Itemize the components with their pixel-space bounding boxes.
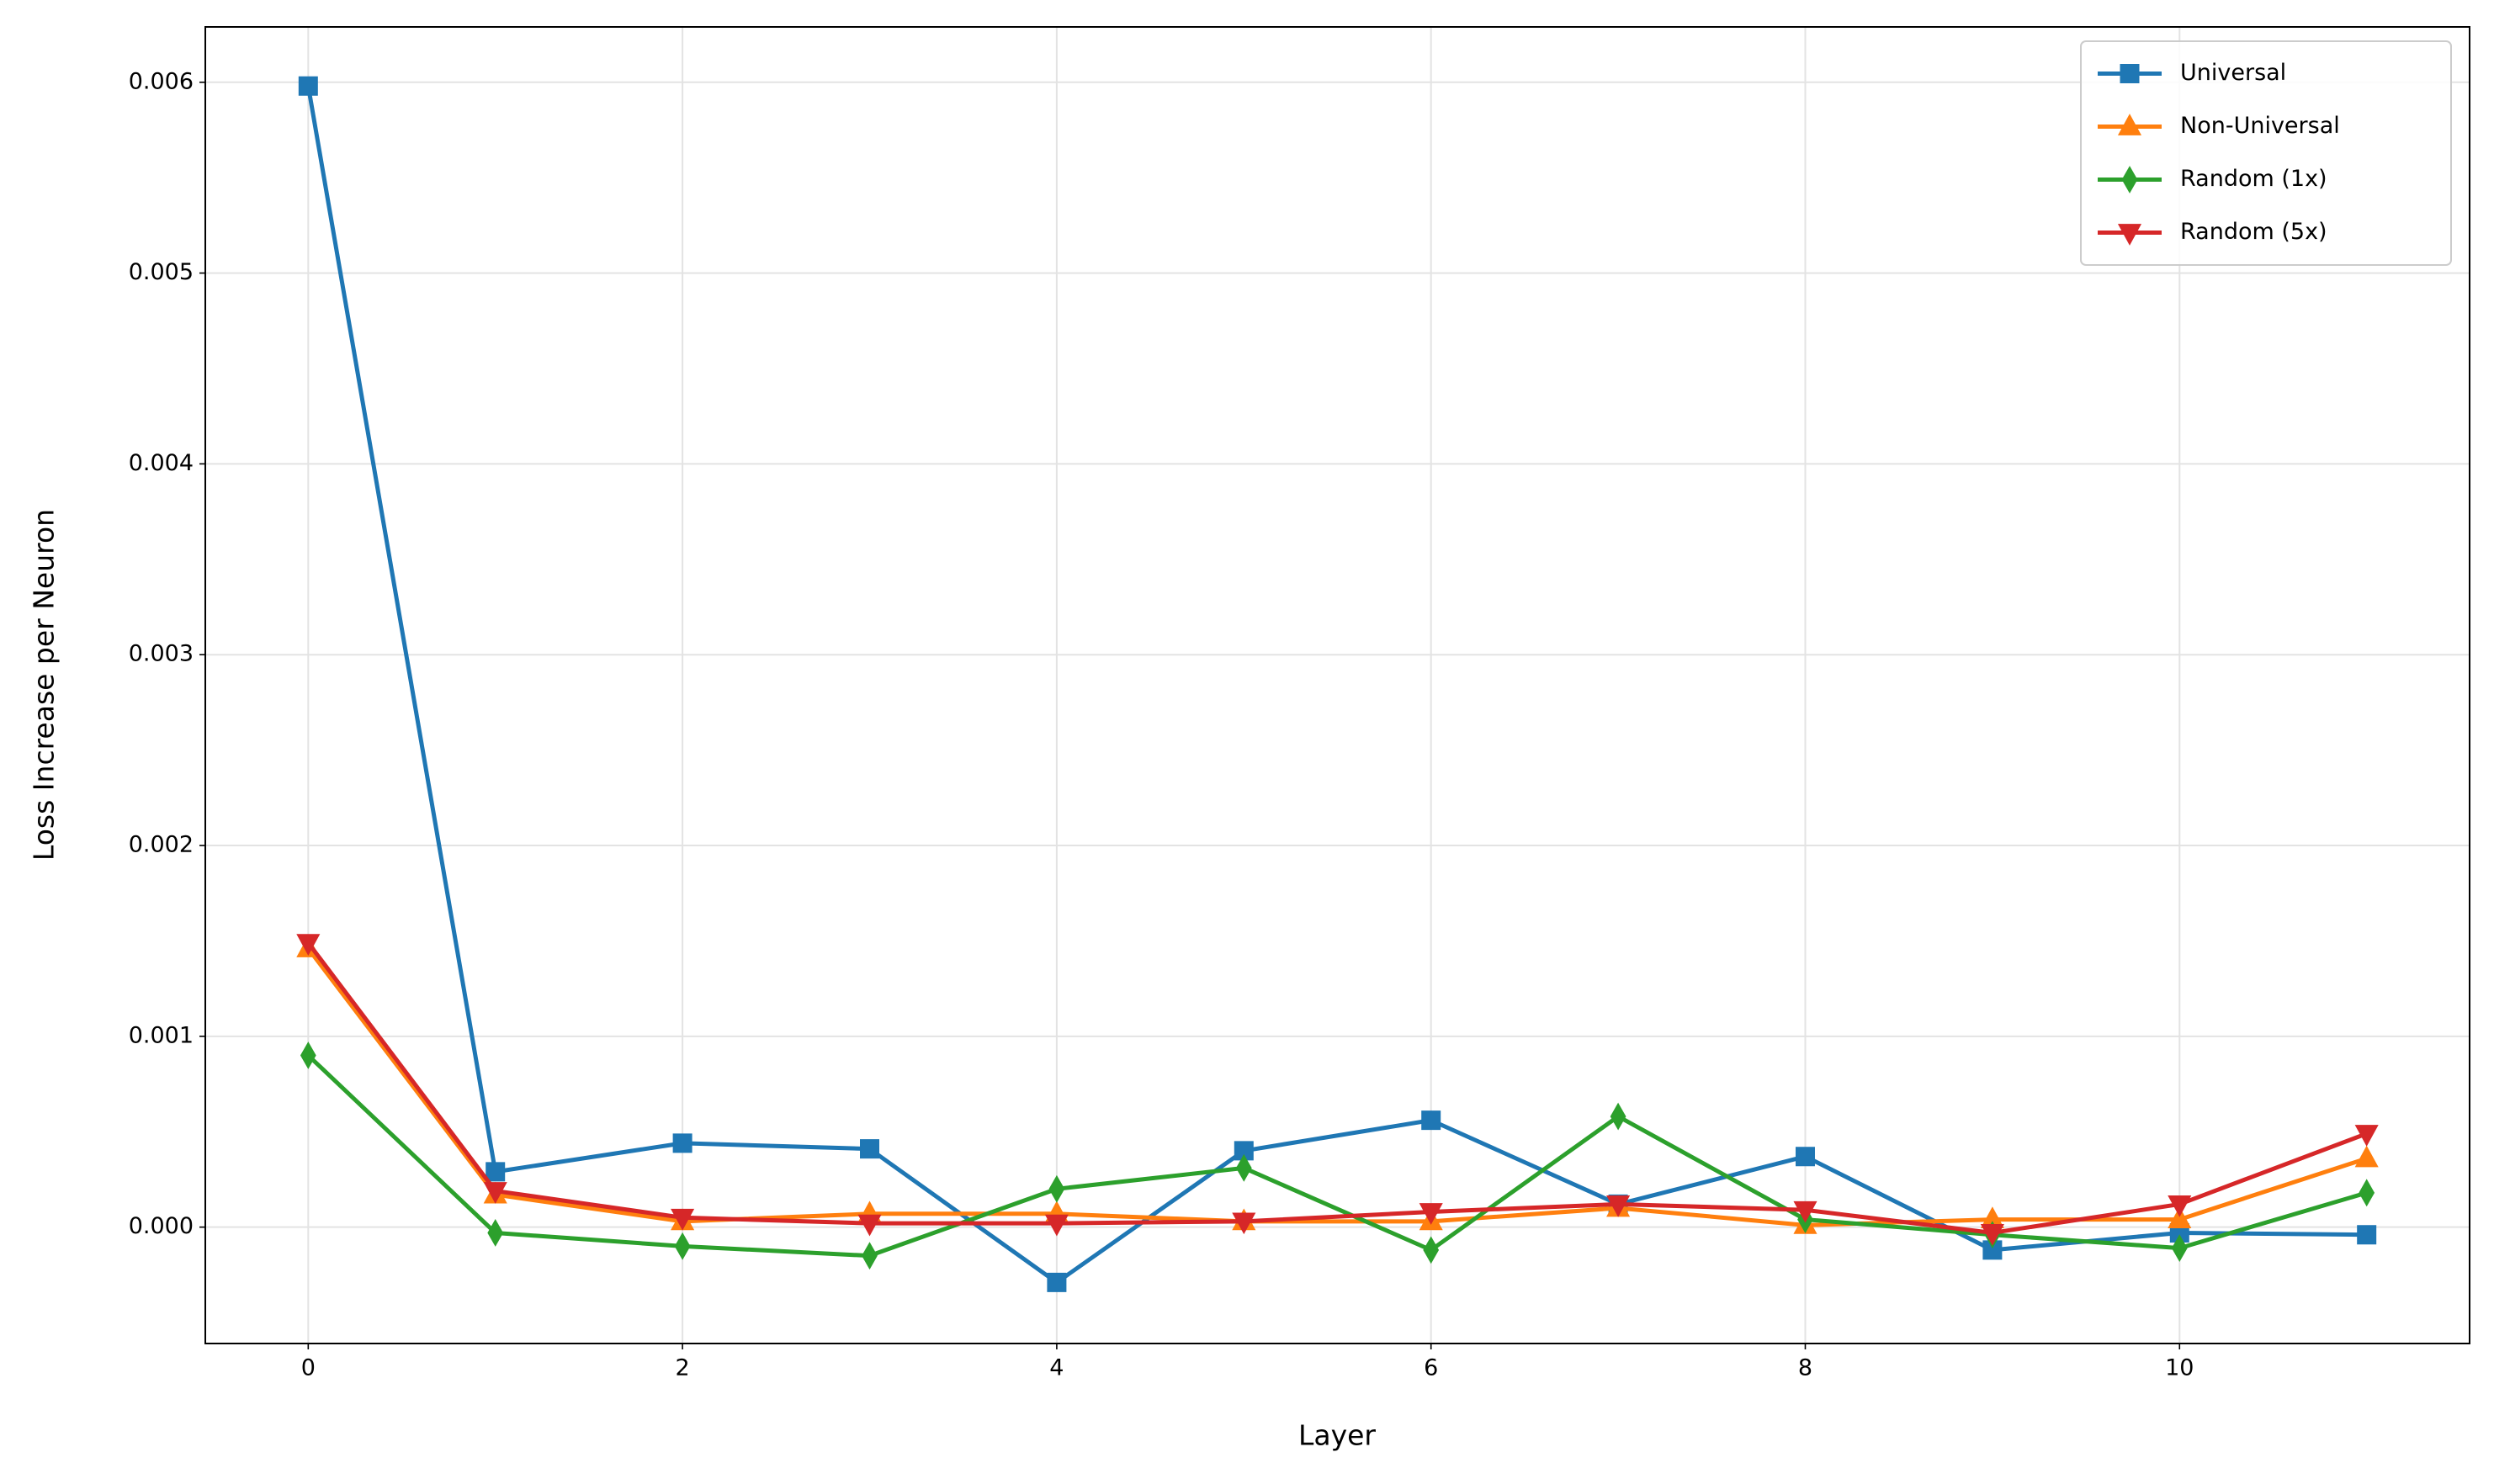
legend-label: Non-Universal [2180,113,2340,139]
x-tick-label: 0 [301,1355,316,1381]
legend-label: Random (1x) [2180,166,2327,192]
y-tick-label: 0.003 [129,641,194,667]
y-tick-label: 0.002 [129,832,194,858]
data-point [483,1182,507,1204]
data-point [2168,1206,2192,1228]
data-point [860,1139,880,1159]
data-point [1610,1102,1626,1131]
y-tick-label: 0.000 [129,1213,194,1239]
data-point [1047,1272,1067,1292]
legend-label: Random (5x) [2180,219,2327,245]
data-point [1980,1224,2004,1246]
x-tick-label: 6 [1424,1355,1438,1381]
data-point [1423,1236,1440,1264]
data-point [1234,1141,1254,1161]
y-tick-label: 0.001 [129,1022,194,1048]
x-tick-label: 8 [1798,1355,1812,1381]
x-axis-label: Layer [1298,1419,1376,1452]
series-line [306,1053,2368,1259]
data-point [487,1219,504,1247]
data-point [857,1214,882,1237]
x-tick-label: 10 [2165,1355,2194,1381]
data-point [1793,1200,1817,1223]
data-point [862,1242,878,1270]
data-point [1044,1214,1069,1237]
y-tick-label: 0.004 [129,450,194,476]
data-point [486,1162,506,1182]
y-tick-label: 0.006 [129,68,194,94]
data-point [298,76,318,96]
data-point [672,1133,692,1153]
data-point [1795,1147,1815,1167]
x-tick-label: 2 [676,1355,690,1381]
y-axis-label: Loss Increase per Neuron [28,509,61,861]
data-point [296,934,321,957]
data-point [1235,1153,1252,1182]
data-point [2171,1234,2188,1262]
data-point [2359,1179,2375,1207]
data-point [1048,1174,1065,1203]
data-point [674,1232,691,1260]
data-point [2168,1195,2192,1217]
data-point [2354,1125,2379,1147]
x-tick-label: 4 [1049,1355,1064,1381]
legend-box [2080,40,2452,266]
data-point [1606,1195,1631,1217]
data-point [2354,1145,2379,1168]
data-point [1232,1212,1256,1235]
legend-marker [2117,224,2142,246]
y-tick-label: 0.005 [129,259,194,285]
legend-label: Universal [2180,60,2286,86]
series-line [305,85,2367,1285]
data-point [300,1041,316,1069]
data-point [671,1208,695,1231]
legend-marker [2120,64,2140,83]
data-point [1419,1203,1443,1225]
legend-marker [2121,166,2138,193]
legend: Universal Non-Universal Random (1x) Random … [2080,40,2452,266]
legend-marker [2117,114,2142,135]
data-point [1421,1110,1441,1131]
series-line [306,941,2368,1235]
plot-frame [204,26,2470,1344]
data-point [2357,1225,2377,1245]
series-line [306,946,2368,1227]
